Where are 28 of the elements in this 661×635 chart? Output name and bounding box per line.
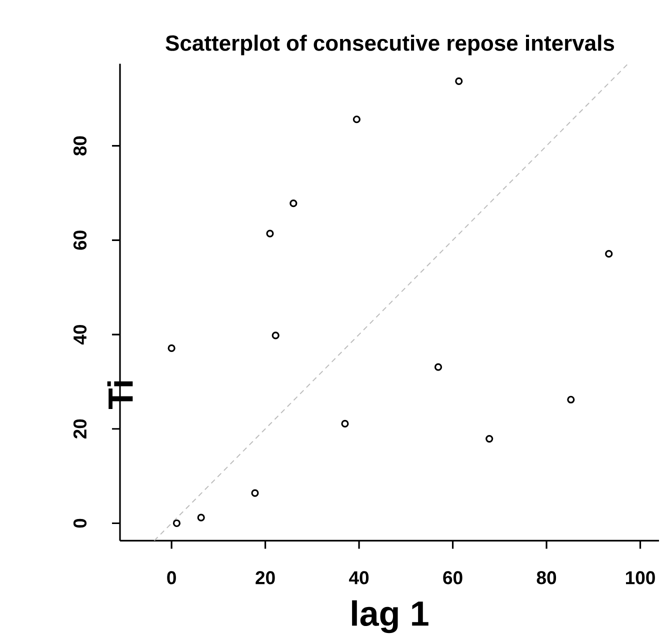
point (605, 250, 613, 258)
point (251, 489, 259, 497)
point (341, 420, 349, 428)
point (434, 363, 442, 371)
x-tick-label: 100 (626, 571, 655, 584)
point (486, 434, 494, 443)
point (168, 344, 176, 352)
y-tick-label: 20 (73, 419, 87, 439)
point (352, 116, 360, 124)
point (172, 519, 181, 528)
point (197, 514, 205, 522)
y-tick-label: 40 (73, 324, 87, 345)
x-tick-label: 0 (167, 571, 176, 584)
point (266, 230, 274, 238)
point (272, 332, 280, 340)
x-tick-label: 40 (349, 571, 369, 584)
chart-title: Scatterplot of consecutive repose intervals (166, 34, 614, 56)
y-tick-label: 0 (73, 518, 87, 528)
y-axis-title: Ti (107, 381, 133, 410)
x-tick-label: 20 (256, 571, 275, 584)
y-tick-label: 60 (73, 230, 87, 250)
point (290, 200, 298, 208)
point (567, 396, 575, 404)
x-tick-label: 80 (536, 571, 556, 584)
point (455, 77, 463, 85)
x-tick-label: 60 (443, 571, 462, 584)
y-tick-label: 80 (73, 136, 87, 156)
x-axis-title: lag 1 (352, 600, 428, 634)
